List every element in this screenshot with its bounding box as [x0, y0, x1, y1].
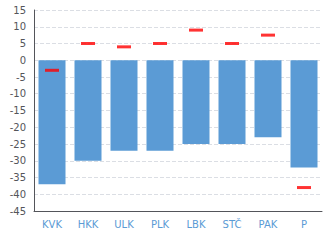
svg-text:10: 10	[13, 21, 26, 32]
svg-text:PAK: PAK	[259, 219, 278, 230]
svg-text:P: P	[301, 219, 307, 230]
svg-text:-30: -30	[10, 155, 26, 166]
svg-text:-20: -20	[10, 122, 26, 133]
svg-text:STČ: STČ	[223, 218, 242, 230]
svg-text:PLK: PLK	[151, 219, 170, 230]
svg-text:KVK: KVK	[42, 219, 62, 230]
svg-text:0: 0	[20, 55, 26, 66]
svg-text:5: 5	[20, 38, 26, 49]
svg-text:15: 15	[13, 5, 26, 16]
svg-text:-25: -25	[10, 139, 26, 150]
svg-text:-5: -5	[16, 72, 26, 83]
svg-text:-35: -35	[10, 172, 26, 183]
svg-text:HKK: HKK	[78, 219, 99, 230]
svg-text:-40: -40	[10, 189, 26, 200]
svg-text:LBK: LBK	[187, 219, 206, 230]
svg-text:-45: -45	[10, 206, 26, 217]
svg-text:-15: -15	[10, 105, 26, 116]
svg-text:ULK: ULK	[114, 219, 134, 230]
svg-text:-10: -10	[10, 88, 26, 99]
